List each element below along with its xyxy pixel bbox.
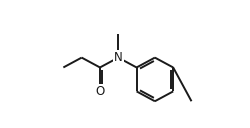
Text: O: O <box>95 85 104 98</box>
Text: N: N <box>114 51 123 64</box>
